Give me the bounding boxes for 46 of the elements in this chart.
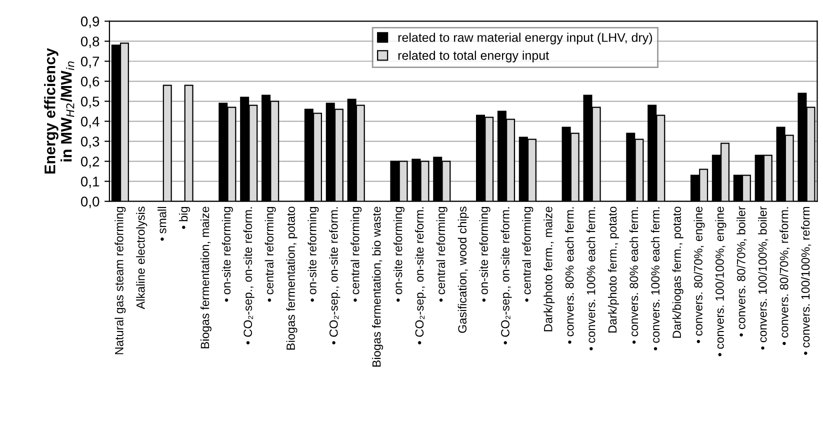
x-tick-label: • convers. 100% each ferm. (586, 207, 596, 350)
x-tick-label: Biogas fermentation, maize (200, 206, 212, 348)
x-tick-label: • on-site reforming (479, 206, 490, 302)
x-tick-label: • on-site reforming (394, 206, 405, 302)
x-tick-label: • convers. 100/100%, reform (801, 206, 812, 355)
x-tick-label: • convers. 80/70%, boiler (736, 206, 747, 337)
x-tick-label: • central reforming (264, 206, 276, 302)
x-tick-label: • convers. 100/100%, engine (715, 206, 726, 356)
x-tick-label: Alkaline electrolysis (136, 206, 148, 310)
x-tick-label: Dark/biogas ferm., potato (672, 206, 684, 338)
legend-label: related to raw material energy input (LHV, dry) (398, 32, 652, 44)
y-tick-label: 0,9 (80, 16, 100, 28)
x-tick-label: • CO₂-sep., on-site reform. (500, 207, 512, 344)
x-tick-label: • CO₂-sep., on-site reform. (243, 207, 254, 344)
y-tick-label: 0,0 (80, 196, 100, 208)
x-tick-label: • convers. 80/70%, reform. (780, 207, 790, 346)
x-tick-label: • convers. 80% each ferm. (565, 207, 574, 344)
y-tick-label: 0,1 (80, 176, 100, 188)
legend-label: related to total energy input (398, 50, 549, 62)
x-tick-label: • CO₂-sep., on-site reform. (329, 207, 340, 344)
x-tick-label: • small (158, 206, 166, 241)
x-tick-label: Natural gas steam reforming (114, 206, 126, 354)
x-tick-label: Gasification, wood chips (458, 206, 469, 333)
x-tick-label: • central reforming (436, 206, 448, 302)
y-tick-label: 0,4 (80, 116, 100, 128)
x-tick-label: • central reforming (350, 206, 362, 302)
x-tick-label: Biogas fermentation, potato (286, 206, 298, 350)
y-tick-label: 0,5 (80, 96, 100, 108)
x-tick-label: Dark/photo ferm., maize (544, 206, 555, 332)
y-tick-label: 0,2 (80, 156, 100, 168)
x-tick-label: • big (179, 206, 190, 229)
y-axis-title: Energy efficiency in MW$_{H2}$/MW$_{in}$ (44, 48, 74, 174)
x-tick-label: • convers. 80% each ferm. (629, 207, 638, 344)
y-tick-label: 0,8 (80, 36, 100, 48)
y-tick-label: 0,3 (80, 136, 100, 148)
x-tick-label: • on-site reforming (308, 206, 319, 302)
x-tick-label: Biogas fermentation, bio waste (372, 206, 384, 367)
x-tick-label: • convers. 100/100%, boiler (758, 206, 768, 350)
x-tick-label: • CO₂-sep., on-site reform. (414, 207, 426, 344)
y-tick-label: 0,6 (80, 76, 100, 88)
x-tick-label: • convers. 100% each ferm. (650, 207, 660, 350)
x-tick-label: Dark/photo ferm., potato (608, 206, 619, 333)
x-tick-label: • on-site reforming (222, 206, 233, 302)
x-tick-label: • central reforming (522, 206, 534, 302)
x-tick-label: • convers. 80/70%, engine (694, 206, 705, 344)
y-tick-label: 0,7 (80, 56, 100, 68)
